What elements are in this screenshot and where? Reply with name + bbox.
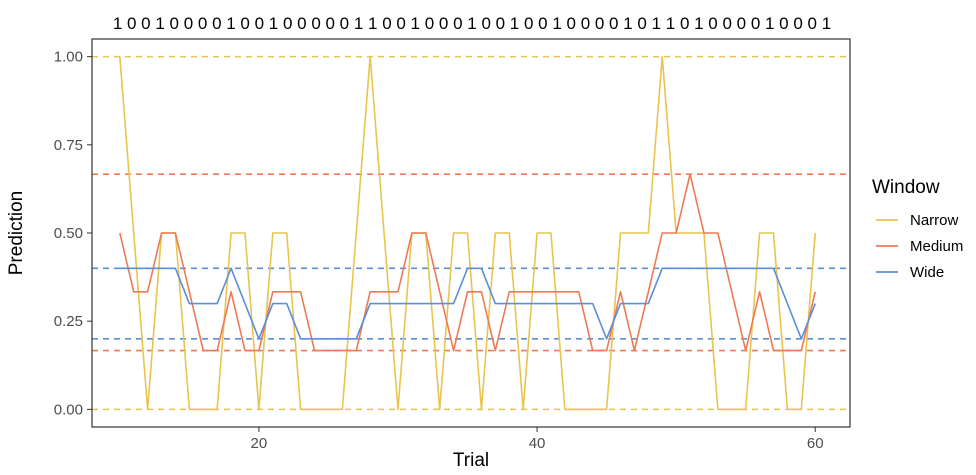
narrow-series-line bbox=[119, 55, 817, 411]
legend-label-narrow: Narrow bbox=[910, 212, 959, 229]
legend-label-wide: Wide bbox=[910, 264, 944, 281]
series-lines bbox=[119, 55, 817, 411]
x-axis-title: Trial bbox=[453, 450, 489, 471]
threshold-lines bbox=[92, 55, 850, 411]
binary-sequence-label: 1 0 0 1 0 0 0 0 1 0 0 1 0 0 0 0 0 1 1 0 … bbox=[113, 14, 831, 33]
y-tick-label: 0.75 bbox=[54, 137, 83, 154]
x-tick-label: 40 bbox=[529, 435, 546, 452]
x-tick-label: 20 bbox=[251, 435, 268, 452]
y-axis: 0.00 0.25 0.50 0.75 1.00 bbox=[54, 49, 92, 418]
plot-panel-border bbox=[91, 38, 851, 428]
legend: Window Narrow Medium Wide bbox=[872, 177, 963, 281]
x-axis: 20 40 60 bbox=[251, 427, 824, 452]
legend-label-medium: Medium bbox=[910, 238, 963, 255]
y-tick-label: 1.00 bbox=[54, 49, 83, 66]
y-tick-label: 0.50 bbox=[54, 225, 83, 242]
y-tick-label: 0.00 bbox=[54, 401, 83, 418]
medium-series-line bbox=[119, 173, 817, 352]
x-tick-label: 60 bbox=[807, 435, 824, 452]
y-axis-title: Prediction bbox=[6, 191, 27, 276]
legend-title: Window bbox=[872, 177, 940, 198]
wide-series-line bbox=[119, 267, 816, 340]
y-tick-label: 0.25 bbox=[54, 313, 83, 330]
